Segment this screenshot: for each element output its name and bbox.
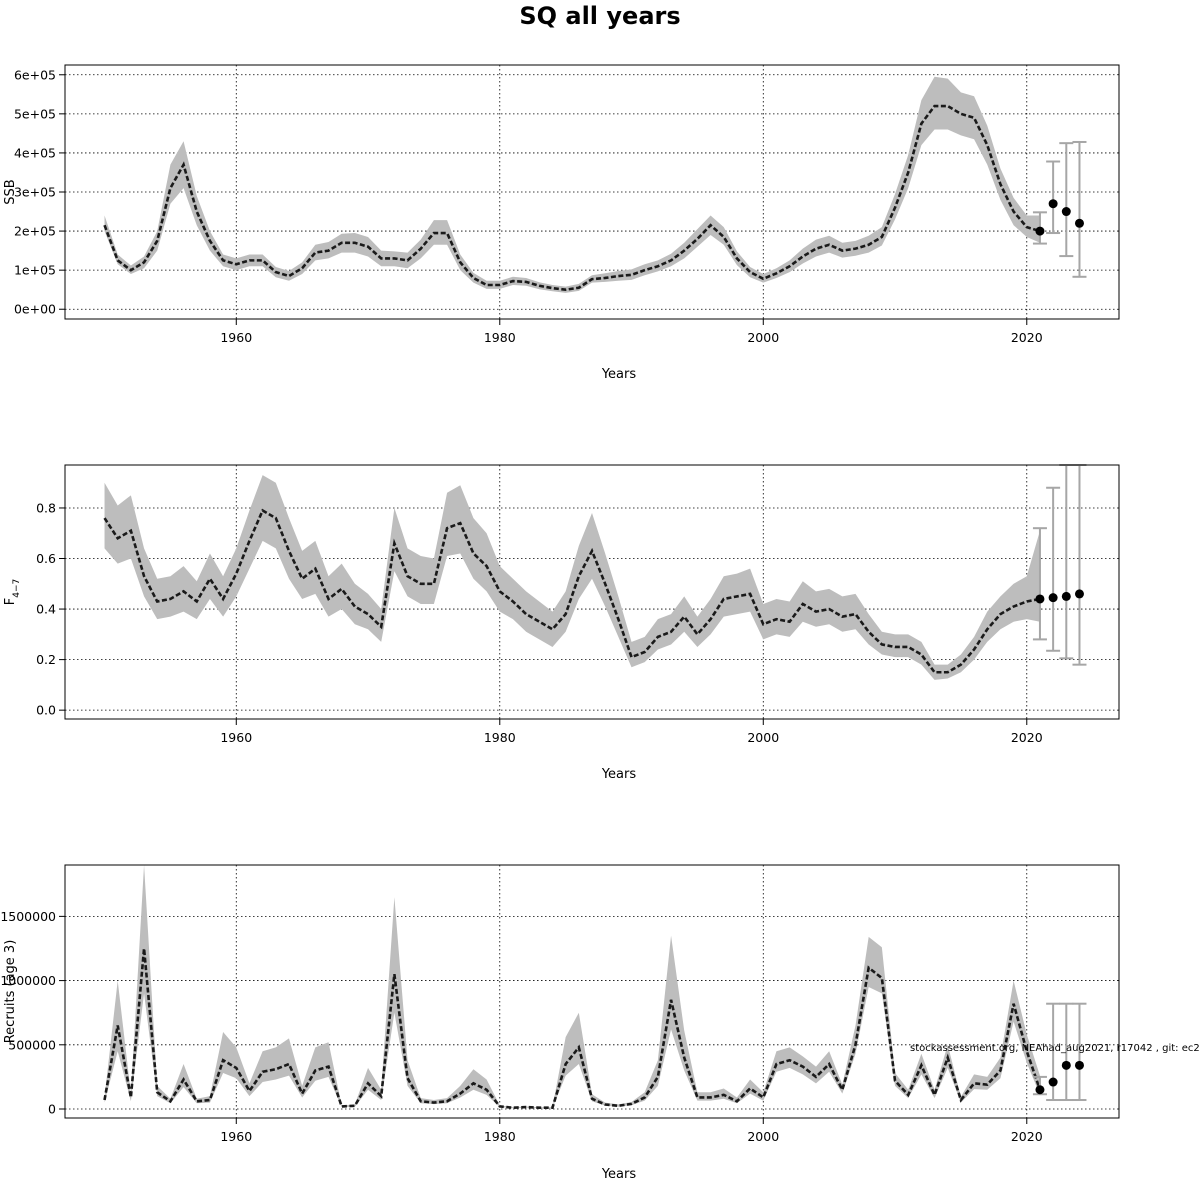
y-tick-label: 0.8: [36, 500, 56, 515]
ssb-confidence-band: [104, 76, 1040, 293]
x-tick-label: 1960: [220, 330, 252, 345]
recruits-panel: 1960 1980 2000 2020 0 500000 1000000 1500000 Yea…: [0, 864, 1120, 1182]
y-tick-label: 0: [48, 1102, 56, 1117]
ssb-x-axis-label: Years: [601, 367, 637, 382]
recruits-plot-frame: [64, 864, 1120, 1119]
y-tick-label: 0.2: [36, 652, 56, 667]
y-tick-label: 1500000: [0, 909, 56, 924]
ssb-y-axis-label: SSB: [3, 179, 18, 204]
projection-point: [1061, 591, 1071, 601]
x-tick-label: 2020: [1011, 730, 1043, 745]
x-tick-label: 1980: [484, 730, 516, 745]
recruits-x-axis-label: Years: [601, 1167, 637, 1182]
projection-point: [1061, 1060, 1071, 1070]
x-tick-label: 2000: [747, 330, 779, 345]
footnote: stockassessment.org, NEAhad_aug2021, r17…: [910, 1043, 1200, 1054]
x-tick-label: 1980: [484, 330, 516, 345]
projection-point: [1048, 593, 1058, 603]
projection-point: [1048, 199, 1058, 209]
fbar-confidence-band: [104, 475, 1040, 680]
x-tick-label: 2000: [747, 1129, 779, 1144]
y-tick-label: 4e+05: [14, 145, 56, 160]
fbar-panel: 1960 1980 2000 2020 0.0 0.2 0.4 0.6 0.8 Years F4−7: [3, 464, 1120, 782]
recruits-estimate-line: [103, 948, 1042, 1110]
y-tick-label: 6e+05: [14, 67, 56, 82]
x-tick-label: 2020: [1011, 330, 1043, 345]
projection-point: [1035, 1085, 1045, 1095]
fbar-y-axis-label: F4−7: [3, 579, 22, 605]
projection-point: [1048, 1077, 1058, 1087]
y-tick-label: 2e+05: [14, 224, 56, 239]
y-tick-label: 0e+00: [14, 302, 56, 317]
fbar-x-axis-label: Years: [601, 767, 637, 782]
recruits-confidence-band: [104, 865, 1040, 1109]
ssb-estimate-line: [103, 104, 1041, 292]
fbar-plot-frame: [64, 464, 1120, 720]
y-tick-label: 3e+05: [14, 185, 56, 200]
projection-point: [1074, 218, 1084, 228]
x-tick-label: 1980: [484, 1129, 516, 1144]
projection-point: [1074, 589, 1084, 599]
x-tick-label: 2020: [1011, 1129, 1043, 1144]
y-tick-label: 500000: [8, 1037, 56, 1052]
projection-point: [1035, 594, 1045, 604]
recruits-y-axis-label: Recruits (age 3): [3, 940, 18, 1044]
y-tick-label: 0.4: [36, 602, 56, 617]
y-tick-label: 0.6: [36, 551, 56, 566]
chart-title: SQ all years: [519, 2, 680, 30]
y-tick-label: 1e+05: [14, 263, 56, 278]
projection-point: [1074, 1060, 1084, 1070]
fbar-y-axis-label-subscript: 4−7: [12, 579, 22, 598]
projection-point: [1035, 226, 1045, 236]
y-tick-label: 1000000: [0, 973, 56, 988]
y-tick-label: 0.0: [36, 703, 56, 718]
x-tick-label: 2000: [747, 730, 779, 745]
x-tick-label: 1960: [220, 1129, 252, 1144]
y-tick-label: 5e+05: [14, 106, 56, 121]
ssb-panel: 1960 1980 2000 2020 0e+00 1e+05 2e+05 3e+05 4e+0…: [3, 64, 1120, 382]
fbar-estimate-line: [103, 508, 1041, 674]
x-tick-label: 1960: [220, 730, 252, 745]
projection-point: [1061, 207, 1071, 217]
